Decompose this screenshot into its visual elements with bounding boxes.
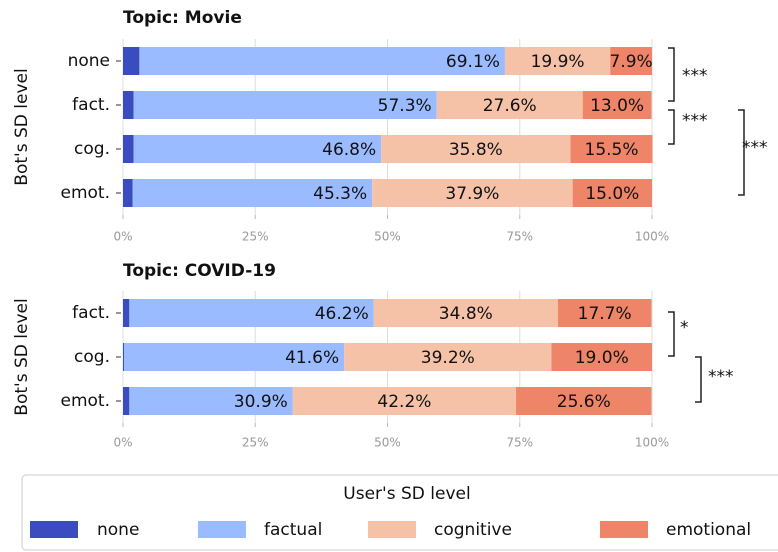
- significance-label: ***: [682, 111, 708, 131]
- y-axis-label: Bot's SD level: [12, 298, 32, 415]
- x-tick-label: 100%: [635, 230, 669, 244]
- bar-segment: [381, 135, 571, 163]
- bar-segment: [124, 343, 345, 371]
- y-tick-label: none: [68, 51, 110, 71]
- bar-segment: [123, 179, 133, 207]
- subplot-title: Topic: COVID-19: [123, 261, 276, 281]
- x-tick-label: 50%: [374, 230, 401, 244]
- data-label: 35.8%: [449, 140, 503, 160]
- data-label: 27.6%: [483, 96, 537, 116]
- data-label: 46.8%: [322, 140, 376, 160]
- subplot-title: Topic: Movie: [123, 8, 242, 28]
- bar-segment: [572, 179, 652, 207]
- data-label: 57.3%: [378, 96, 432, 116]
- y-tick-label: emot.: [61, 391, 111, 411]
- significance-label: ***: [742, 138, 768, 158]
- bar-segment: [123, 387, 130, 415]
- bar-segment: [129, 387, 293, 415]
- legend-label: cognitive: [434, 520, 512, 540]
- significance-bracket: [695, 356, 702, 403]
- bar-segment: [557, 299, 652, 327]
- significance-label: *: [680, 318, 689, 338]
- x-tick-label: 50%: [374, 436, 401, 450]
- y-tick-label: cog.: [74, 139, 110, 159]
- bar-segment: [610, 47, 652, 75]
- legend-swatch: [368, 521, 416, 538]
- legend-swatch: [198, 521, 246, 538]
- legend-swatch: [30, 521, 78, 538]
- bar-segment: [133, 91, 437, 119]
- x-tick-label: 0%: [113, 436, 132, 450]
- significance-label: ***: [682, 66, 708, 86]
- x-tick-label: 25%: [242, 436, 269, 450]
- bar-segment: [551, 343, 652, 371]
- legend-swatch: [600, 521, 648, 538]
- bar-segment: [504, 47, 611, 75]
- bar-segment: [129, 299, 374, 327]
- bar-segment: [132, 179, 373, 207]
- bar-segment: [582, 91, 652, 119]
- y-tick-label: cog.: [74, 347, 110, 367]
- y-tick-label: fact.: [72, 303, 110, 323]
- data-label: 45.3%: [313, 184, 367, 204]
- x-tick-label: 25%: [242, 230, 269, 244]
- significance-bracket: [668, 47, 675, 102]
- x-tick-label: 75%: [506, 230, 533, 244]
- data-label: 13.0%: [590, 96, 644, 116]
- bar-segment: [123, 135, 134, 163]
- data-label: 17.7%: [578, 304, 632, 324]
- bar-segment: [292, 387, 517, 415]
- x-tick-label: 100%: [635, 436, 669, 450]
- significance-bracket: [738, 109, 745, 196]
- data-label: 37.9%: [445, 184, 499, 204]
- y-tick-label: fact.: [72, 95, 110, 115]
- significance-bracket: [668, 311, 675, 357]
- data-label: 42.2%: [377, 392, 431, 412]
- bar-segment: [373, 299, 558, 327]
- bar-segment: [123, 343, 125, 371]
- data-label: 19.9%: [531, 52, 585, 72]
- bar-segment: [123, 47, 140, 75]
- x-tick-label: 75%: [506, 436, 533, 450]
- data-label: 69.1%: [446, 52, 500, 72]
- data-label: 34.8%: [439, 304, 493, 324]
- bar-segment: [516, 387, 652, 415]
- data-label: 15.5%: [585, 140, 639, 160]
- bar-segment: [344, 343, 552, 371]
- data-label: 30.9%: [234, 392, 288, 412]
- data-label: 46.2%: [315, 304, 369, 324]
- significance-label: ***: [708, 367, 734, 387]
- legend-title: User's SD level: [343, 484, 470, 504]
- bar-segment: [436, 91, 583, 119]
- data-label: 41.6%: [285, 348, 339, 368]
- y-tick-label: emot.: [61, 183, 111, 203]
- data-label: 15.0%: [585, 184, 639, 204]
- legend-label: none: [97, 520, 139, 540]
- data-label: 19.0%: [575, 348, 629, 368]
- data-label: 25.6%: [557, 392, 611, 412]
- bar-segment: [133, 135, 382, 163]
- bar-segment: [123, 91, 134, 119]
- legend-label: emotional: [666, 520, 751, 540]
- bar-segment: [139, 47, 505, 75]
- data-label: 39.2%: [421, 348, 475, 368]
- x-tick-label: 0%: [113, 230, 132, 244]
- bar-segment: [123, 299, 130, 327]
- data-label: 7.9%: [610, 52, 653, 72]
- bar-segment: [570, 135, 653, 163]
- bar-segment: [372, 179, 573, 207]
- significance-bracket: [668, 109, 675, 145]
- y-axis-label: Bot's SD level: [12, 68, 32, 185]
- legend-label: factual: [264, 520, 322, 540]
